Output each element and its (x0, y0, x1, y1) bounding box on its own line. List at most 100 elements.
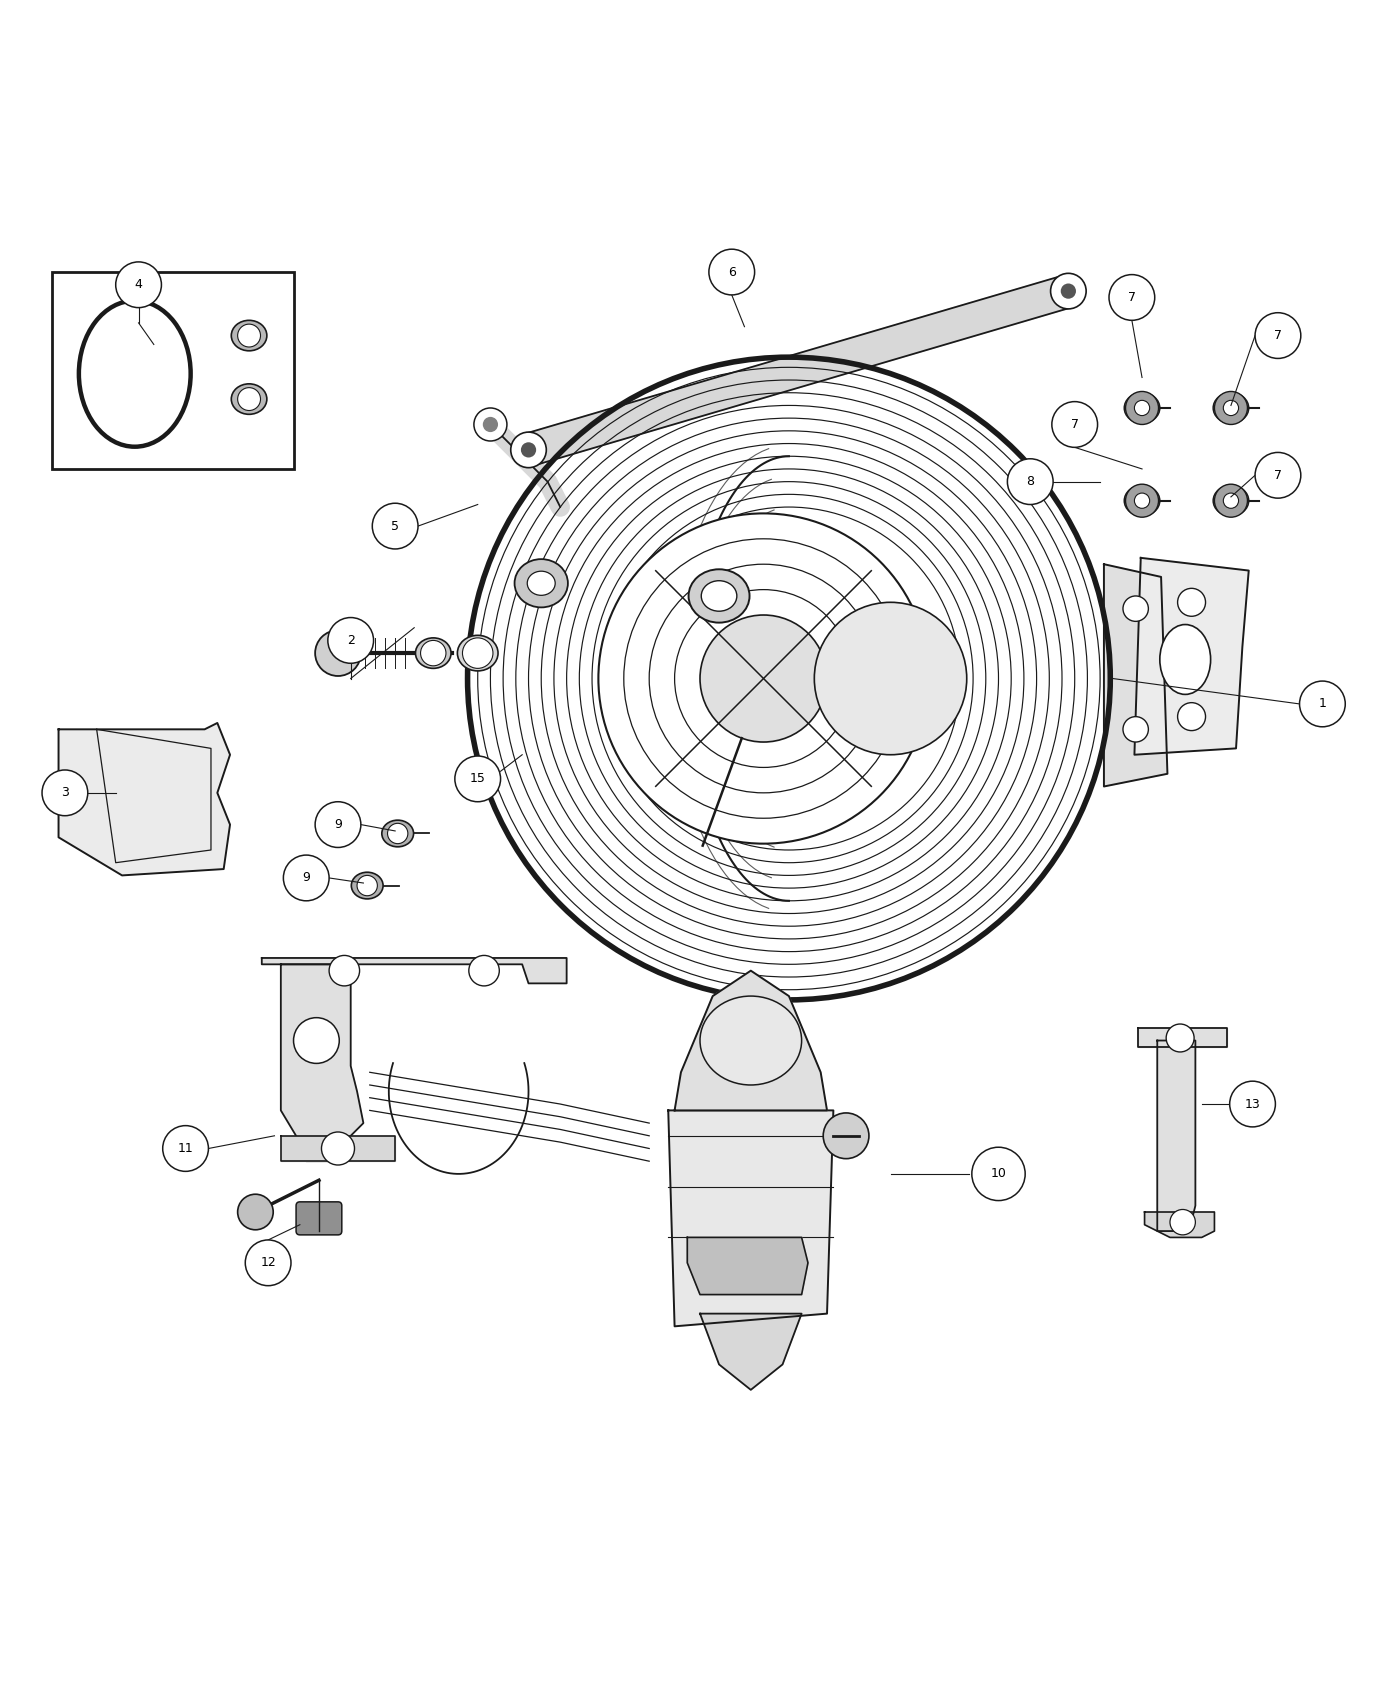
Ellipse shape (515, 559, 568, 607)
Polygon shape (700, 1314, 802, 1391)
Circle shape (455, 756, 501, 802)
Text: 7: 7 (1128, 291, 1135, 304)
Text: 1: 1 (1319, 697, 1326, 711)
Ellipse shape (1124, 393, 1159, 423)
Circle shape (329, 955, 360, 986)
Polygon shape (281, 1136, 395, 1161)
Text: 10: 10 (991, 1168, 1007, 1180)
Circle shape (1177, 702, 1205, 731)
Circle shape (1134, 493, 1149, 508)
Circle shape (465, 355, 1113, 1003)
Text: 7: 7 (1274, 469, 1282, 481)
Circle shape (1214, 484, 1247, 517)
Circle shape (1123, 597, 1148, 622)
Circle shape (1299, 682, 1345, 728)
Ellipse shape (458, 636, 498, 672)
Circle shape (1254, 452, 1301, 498)
Text: 6: 6 (728, 265, 735, 279)
Ellipse shape (700, 996, 802, 1085)
Text: 7: 7 (1071, 418, 1079, 432)
Circle shape (328, 617, 374, 663)
Circle shape (521, 442, 536, 457)
Ellipse shape (231, 384, 267, 415)
Ellipse shape (689, 570, 749, 622)
Text: 13: 13 (1245, 1098, 1260, 1110)
Circle shape (42, 770, 88, 816)
Circle shape (315, 802, 361, 848)
Circle shape (708, 250, 755, 294)
Circle shape (294, 1018, 339, 1064)
Polygon shape (687, 1238, 808, 1295)
Circle shape (116, 262, 161, 308)
Ellipse shape (1159, 624, 1211, 694)
Circle shape (357, 876, 378, 896)
Ellipse shape (1124, 486, 1159, 515)
Polygon shape (59, 722, 230, 876)
Ellipse shape (701, 581, 736, 612)
Circle shape (700, 615, 827, 741)
Circle shape (372, 503, 419, 549)
Bar (52, 272, 294, 469)
Circle shape (483, 416, 498, 432)
Text: 9: 9 (335, 818, 342, 831)
Text: 9: 9 (302, 872, 311, 884)
Circle shape (1109, 275, 1155, 320)
Circle shape (1166, 1023, 1194, 1052)
Polygon shape (281, 964, 364, 1161)
Text: 12: 12 (260, 1256, 276, 1270)
Circle shape (245, 1239, 291, 1285)
Circle shape (1224, 493, 1239, 508)
Polygon shape (1138, 1028, 1228, 1047)
Circle shape (1061, 284, 1077, 299)
Circle shape (1126, 391, 1159, 425)
Circle shape (1214, 391, 1247, 425)
Circle shape (420, 641, 447, 666)
Circle shape (1051, 401, 1098, 447)
Ellipse shape (1214, 393, 1249, 423)
Text: 15: 15 (470, 772, 486, 785)
Circle shape (972, 1148, 1025, 1200)
Circle shape (475, 408, 507, 440)
Text: 4: 4 (134, 279, 143, 291)
Circle shape (1170, 1209, 1196, 1234)
Circle shape (462, 638, 493, 668)
Polygon shape (1158, 1040, 1196, 1231)
Circle shape (162, 1125, 209, 1171)
Circle shape (1229, 1081, 1275, 1127)
Circle shape (322, 1132, 354, 1164)
Ellipse shape (1214, 486, 1249, 515)
Text: 8: 8 (1026, 474, 1035, 488)
FancyBboxPatch shape (295, 1202, 342, 1234)
Circle shape (1126, 484, 1159, 517)
Circle shape (815, 602, 967, 755)
Circle shape (1177, 588, 1205, 617)
Polygon shape (675, 971, 827, 1110)
Text: 5: 5 (391, 520, 399, 532)
Circle shape (1134, 400, 1149, 415)
Circle shape (238, 1193, 273, 1229)
Text: 7: 7 (1274, 330, 1282, 342)
Polygon shape (1134, 558, 1249, 755)
Circle shape (469, 955, 500, 986)
Circle shape (823, 1114, 869, 1159)
Text: 2: 2 (347, 634, 354, 648)
Circle shape (511, 432, 546, 468)
Circle shape (1008, 459, 1053, 505)
Ellipse shape (382, 819, 413, 847)
Text: 11: 11 (178, 1142, 193, 1154)
Ellipse shape (416, 638, 451, 668)
Circle shape (315, 631, 361, 677)
Polygon shape (1145, 1212, 1214, 1238)
Circle shape (1254, 313, 1301, 359)
Ellipse shape (231, 320, 267, 350)
Circle shape (1050, 274, 1086, 309)
Circle shape (238, 388, 260, 410)
Circle shape (1123, 717, 1148, 741)
Circle shape (283, 855, 329, 901)
Polygon shape (668, 1110, 833, 1326)
Circle shape (1224, 400, 1239, 415)
Polygon shape (1105, 564, 1168, 787)
Text: 3: 3 (62, 787, 69, 799)
Polygon shape (524, 275, 1072, 466)
Circle shape (388, 823, 407, 843)
